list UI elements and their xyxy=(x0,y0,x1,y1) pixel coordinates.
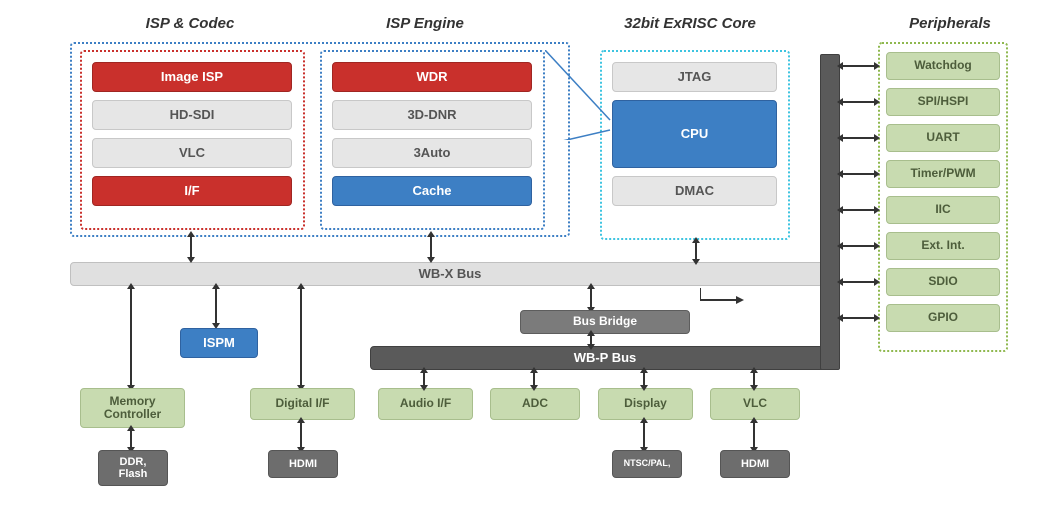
title-peripherals: Peripherals xyxy=(880,15,1020,32)
out-hdmi1: HDMI xyxy=(268,450,338,478)
block-digitalif: Digital I/F xyxy=(250,388,355,420)
callout-cpu xyxy=(545,50,615,140)
bus-wbx: WB-X Bus xyxy=(70,262,830,286)
block-gpio: GPIO xyxy=(886,304,1000,332)
block-adc: ADC xyxy=(490,388,580,420)
arrow-wbx-ispm xyxy=(215,288,217,324)
block-sdio: SDIO xyxy=(886,268,1000,296)
arrow-periph-spi xyxy=(842,101,875,103)
block-ispm: ISPM xyxy=(180,328,258,358)
block-3auto: 3Auto xyxy=(332,138,532,168)
arrow-vlc-out xyxy=(753,422,755,448)
arrow-dif-out xyxy=(300,422,302,448)
block-wdr: WDR xyxy=(332,62,532,92)
arrow-periph-iic xyxy=(842,209,875,211)
arrow-periph-timer xyxy=(842,173,875,175)
block-diagram: ISP & Codec ISP Engine 32bit ExRISC Core… xyxy=(0,0,1044,510)
arrow-wbp-adc xyxy=(533,372,535,386)
block-jtag: JTAG xyxy=(612,62,777,92)
block-vlc: VLC xyxy=(92,138,292,168)
bus-wbp: WB-P Bus xyxy=(370,346,840,370)
arrow-ispengine-wbx xyxy=(430,236,432,258)
arrow-periph-gpio xyxy=(842,317,875,319)
arrow-exrisc-wbx xyxy=(695,242,697,260)
title-exrisc: 32bit ExRISC Core xyxy=(590,15,790,32)
arrow-wbx-dif xyxy=(300,288,302,386)
block-iic: IIC xyxy=(886,196,1000,224)
arrow-wbp-disp xyxy=(643,372,645,386)
block-audioif: Audio I/F xyxy=(378,388,473,420)
arrow-wbp-vlc xyxy=(753,372,755,386)
block-vlc2: VLC xyxy=(710,388,800,420)
block-timer: Timer/PWM xyxy=(886,160,1000,188)
block-watchdog: Watchdog xyxy=(886,52,1000,80)
block-if: I/F xyxy=(92,176,292,206)
title-isp-codec: ISP & Codec xyxy=(115,15,265,32)
out-ntsc: NTSC/PAL, xyxy=(612,450,682,478)
arrow-periph-uart xyxy=(842,137,875,139)
arrow-periph-watchdog xyxy=(842,65,875,67)
arrow-ispcodec-wbx xyxy=(190,236,192,258)
block-image-isp: Image ISP xyxy=(92,62,292,92)
arrow-wbp-audio xyxy=(423,372,425,386)
block-spi: SPI/HSPI xyxy=(886,88,1000,116)
block-uart: UART xyxy=(886,124,1000,152)
out-ddr-flash: DDR, Flash xyxy=(98,450,168,486)
block-hd-sdi: HD-SDI xyxy=(92,100,292,130)
block-extint: Ext. Int. xyxy=(886,232,1000,260)
block-dmac: DMAC xyxy=(612,176,777,206)
block-cache: Cache xyxy=(332,176,532,206)
out-hdmi2: HDMI xyxy=(720,450,790,478)
arrow-wbx-bridge xyxy=(590,288,592,308)
block-bus-bridge: Bus Bridge xyxy=(520,310,690,334)
block-cpu: CPU xyxy=(612,100,777,168)
arrow-wbx-mem xyxy=(130,288,132,386)
arrow-mem-out xyxy=(130,430,132,448)
arrow-wbx-wbp-right xyxy=(700,288,840,316)
block-3ddnr: 3D-DNR xyxy=(332,100,532,130)
arrow-bridge-wbp xyxy=(590,335,592,345)
block-display: Display xyxy=(598,388,693,420)
title-isp-engine: ISP Engine xyxy=(350,15,500,32)
arrow-periph-extint xyxy=(842,245,875,247)
arrow-disp-out xyxy=(643,422,645,448)
arrow-periph-sdio xyxy=(842,281,875,283)
block-memctrl: Memory Controller xyxy=(80,388,185,428)
